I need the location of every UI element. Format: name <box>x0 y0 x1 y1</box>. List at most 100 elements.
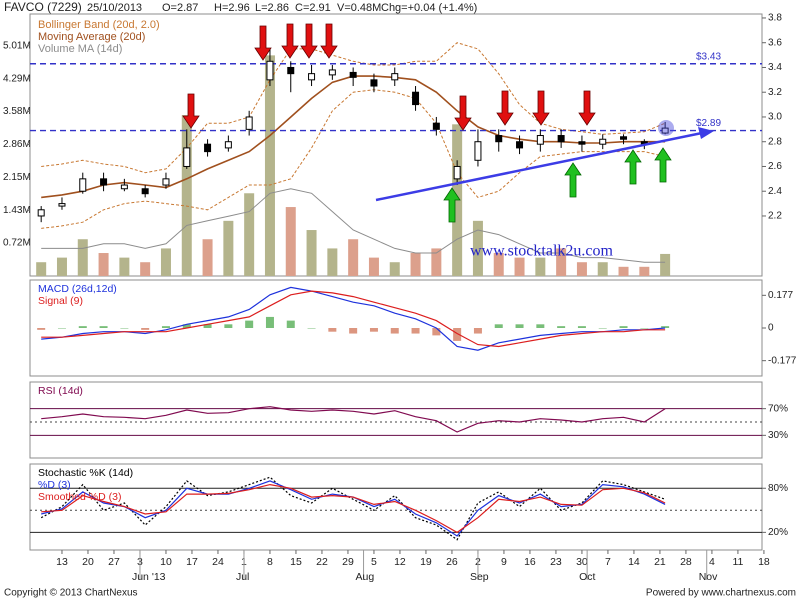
histogram-bar <box>120 328 129 329</box>
candle-body <box>599 138 607 145</box>
volume-bar <box>285 207 296 276</box>
buy-arrow <box>654 147 672 183</box>
volume-bar <box>410 253 421 276</box>
x-tick-label: 14 <box>628 556 640 568</box>
volume-bar <box>223 220 234 276</box>
candle-body <box>120 184 128 190</box>
histogram-bar <box>536 324 545 328</box>
highlight-circle <box>658 120 674 136</box>
histogram-bar <box>328 328 337 332</box>
sell-arrow <box>496 90 514 126</box>
histogram-bar <box>349 328 358 334</box>
volume-bar <box>576 262 587 276</box>
x-tick-label: 8 <box>267 556 273 568</box>
month-label: Oct <box>579 571 595 583</box>
y-tick-label: 3.2 <box>768 87 782 98</box>
series-line <box>40 476 666 541</box>
volume-ma <box>41 188 666 263</box>
header-item: L=2.86 <box>255 2 289 14</box>
x-tick-label: 28 <box>680 556 692 568</box>
histogram-bar <box>640 328 649 329</box>
panel-frame <box>29 13 763 277</box>
x-tick-label: 5 <box>371 556 377 568</box>
panel <box>30 406 762 436</box>
volume-bar <box>119 257 130 276</box>
volume-bar <box>77 239 88 276</box>
candle-body <box>412 91 420 106</box>
candle-body <box>495 135 503 143</box>
volume-bar <box>618 266 629 276</box>
y-tick-label: -0.177 <box>768 355 797 366</box>
legend-entry: Volume MA (14d) <box>38 43 122 55</box>
volume-bar <box>597 262 608 276</box>
candle-body <box>328 69 336 76</box>
x-tick-label: 17 <box>186 556 198 568</box>
candle-body <box>266 60 274 81</box>
y-tick-label: 80% <box>768 483 788 494</box>
x-tick-label: 26 <box>446 556 458 568</box>
candle-body <box>661 127 669 134</box>
candle-body <box>204 143 212 153</box>
legend-entry: Moving Average (20d) <box>38 31 145 43</box>
y-tick-label: 3.0 <box>768 112 782 123</box>
histogram-bar <box>557 326 566 328</box>
series-line <box>41 290 666 348</box>
y-tick-label: 2.6 <box>768 161 782 172</box>
panel <box>37 286 670 351</box>
candle-body <box>349 71 357 78</box>
volume-bar <box>660 253 671 276</box>
histogram-bar <box>369 328 378 332</box>
volume-tick-label: 2.15M <box>3 172 31 183</box>
series-line <box>41 286 666 351</box>
y-tick-label: 3.6 <box>768 37 782 48</box>
x-tick-label: 18 <box>758 556 770 568</box>
bollinger-upper <box>41 42 666 174</box>
y-tick-label: 2.2 <box>768 211 782 222</box>
h-line-label: $3.43 <box>696 51 721 62</box>
histogram-bar <box>453 328 462 341</box>
candle-body <box>79 178 87 192</box>
histogram-bar <box>619 326 628 328</box>
x-tick-label: 30 <box>576 556 588 568</box>
volume-bar <box>244 193 255 276</box>
legend-entry: Stochastic %K (14d) <box>38 467 133 479</box>
month-label: Aug <box>356 571 375 583</box>
sell-arrow <box>532 90 550 126</box>
volume-bar <box>306 230 317 276</box>
volume-bar <box>98 253 109 276</box>
volume-tick-label: 3.58M <box>3 106 31 117</box>
x-tick-label: 19 <box>420 556 432 568</box>
candle-body <box>474 141 482 161</box>
histogram-bar <box>37 328 46 330</box>
volume-bar <box>472 220 483 276</box>
candle-body <box>183 147 191 167</box>
sell-arrow <box>578 90 596 126</box>
volume-bar <box>368 257 379 276</box>
bollinger-lower <box>41 89 666 229</box>
x-tick-label: 20 <box>82 556 94 568</box>
month-label: Sep <box>470 571 489 583</box>
volume-bar <box>264 55 275 276</box>
legend-entry: MACD (26d,12d) <box>38 283 117 295</box>
volume-bar <box>56 257 67 276</box>
y-tick-label: 20% <box>768 527 788 538</box>
y-tick-label: 70% <box>768 403 788 414</box>
volume-tick-label: 4.29M <box>3 73 31 84</box>
legend-entry: RSI (14d) <box>38 385 83 397</box>
histogram-bar <box>224 324 233 328</box>
trend-arrowhead <box>698 127 714 139</box>
legend-entry: %D (3) <box>38 479 71 491</box>
x-tick-label: 9 <box>501 556 507 568</box>
volume-tick-label: 2.86M <box>3 139 31 150</box>
candle-body <box>516 141 524 149</box>
histogram-bar <box>182 324 191 328</box>
legend-entry: Smoothed %D (3) <box>38 491 121 503</box>
watermark: www.stocktalk2u.com <box>470 243 613 260</box>
sell-arrow <box>254 25 272 61</box>
header-item: V=0.48M <box>337 2 381 14</box>
x-tick-label: 22 <box>316 556 328 568</box>
buy-arrow <box>624 149 642 185</box>
histogram-bar <box>661 326 670 328</box>
candle-body <box>162 178 170 186</box>
